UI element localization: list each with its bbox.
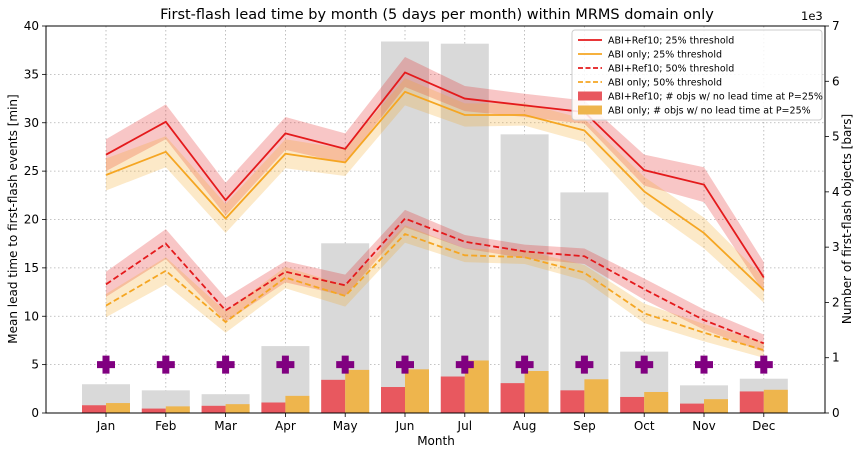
plus-marker (754, 355, 773, 374)
x-tick-label: Apr (275, 419, 296, 433)
plus-marker (575, 355, 594, 374)
y-tick-label: 15 (24, 261, 39, 275)
bar-abi-ref10 (560, 390, 585, 413)
uncertainty-band (106, 78, 764, 303)
bar-abi-only (524, 370, 549, 413)
legend-label: ABI only; 25% threshold (608, 50, 722, 61)
bar-abi-ref10 (261, 402, 286, 413)
y-tick-label: 35 (24, 67, 39, 81)
y2-tick-label: 2 (832, 295, 840, 309)
y-tick-label: 0 (31, 406, 39, 420)
x-tick-label: Mar (214, 419, 237, 433)
x-tick-label: Feb (155, 419, 176, 433)
plus-marker (216, 355, 235, 374)
x-tick-label: Nov (692, 419, 715, 433)
series-line (105, 232, 765, 351)
uncertainty-band (106, 209, 764, 353)
plus-marker (396, 355, 414, 374)
legend-label: ABI only; # objs w/ no lead time at P=25… (608, 106, 811, 117)
legend-box (571, 29, 823, 121)
y-tick-label: 30 (24, 116, 39, 130)
plus-marker (156, 355, 175, 374)
lines-layer (105, 71, 765, 351)
x-tick-label: May (333, 419, 358, 433)
y2-tick-label: 4 (832, 185, 840, 199)
bar-abi-only (405, 369, 429, 413)
bar-abi-ref10 (620, 396, 645, 413)
legend-label: ABI+Ref10; 50% threshold (608, 64, 734, 75)
plus-marker (515, 355, 534, 374)
bar-abi-only (644, 391, 669, 413)
plus-marker (635, 355, 654, 374)
chart-title: First-flash lead time by month (5 days p… (160, 7, 714, 23)
y2-tick-label: 5 (832, 130, 840, 144)
bar-abi-only (285, 395, 310, 413)
y2-tick-label: 0 (832, 406, 840, 420)
y-tick-label: 10 (24, 309, 39, 323)
bar-total (440, 43, 489, 413)
bar-abi-ref10 (381, 387, 405, 413)
legend-swatch (578, 91, 602, 101)
plus-marker (97, 355, 115, 374)
plus-marker (276, 355, 295, 374)
bar-abi-ref10 (82, 405, 106, 413)
bar-abi-only (225, 404, 250, 413)
bar-abi-only (106, 403, 130, 413)
bar-abi-ref10 (739, 391, 764, 413)
plus-marker (455, 355, 474, 374)
y2-multiplier: 1e3 (801, 9, 823, 23)
y-axis-label: Mean lead time to first-flash events [mi… (6, 94, 20, 343)
series-line (105, 217, 765, 345)
y2-tick-label: 7 (832, 19, 840, 33)
x-tick-label: Jun (395, 419, 415, 433)
y-axis-ticks: 0 5 10 15 20 25 30 35 40 (24, 19, 46, 420)
plus-marker (336, 355, 355, 374)
uncertainty-band (106, 225, 764, 358)
y-tick-label: 25 (24, 164, 39, 178)
bar-abi-ref10 (500, 383, 525, 413)
bar-abi-only (584, 379, 609, 413)
x-tick-label: Jan (96, 419, 116, 433)
y-tick-label: 20 (24, 213, 39, 227)
x-tick-label: Jul (457, 419, 472, 433)
y2-tick-label: 3 (832, 240, 840, 254)
plus-marker (695, 355, 713, 374)
legend-label: ABI+Ref10; 25% threshold (608, 36, 734, 47)
bar-abi-only (165, 406, 190, 413)
x-axis-ticks: Jan Feb Mar Apr May Jun Jul Aug Sep Oct Nov Dec (96, 413, 775, 433)
y2-axis-label: Number of first-flash objects [bars] (840, 114, 854, 324)
legend: ABI+Ref10; 25% threshold ABI only; 25% th… (571, 29, 823, 121)
series-line (105, 90, 765, 291)
x-axis-label: Month (417, 434, 455, 448)
y-tick-label: 40 (24, 19, 39, 33)
bar-abi-ref10 (201, 405, 226, 413)
bar-total (560, 192, 609, 413)
y-tick-label: 5 (31, 358, 39, 372)
bar-abi-ref10 (321, 379, 346, 413)
legend-label: ABI+Ref10; # objs w/ no lead time at P=2… (608, 92, 823, 103)
bar-abi-only (345, 369, 370, 413)
bar-abi-ref10 (680, 403, 704, 413)
bar-abi-ref10 (440, 376, 465, 413)
bar-abi-only (763, 389, 788, 413)
bar-abi-only (464, 360, 489, 413)
y2-tick-label: 1 (832, 351, 840, 365)
y2-tick-label: 6 (832, 74, 840, 88)
bar-abi-ref10 (141, 408, 166, 413)
bar-abi-only (704, 399, 728, 413)
x-tick-label: Oct (634, 419, 655, 433)
bar-total (381, 41, 429, 413)
y2-axis-ticks: 0 1 2 3 4 5 6 7 (825, 19, 840, 420)
series-line (105, 71, 765, 279)
markers-layer (97, 355, 773, 374)
x-tick-label: Dec (752, 419, 775, 433)
x-tick-label: Aug (513, 419, 536, 433)
legend-label: ABI only; 50% threshold (608, 78, 722, 89)
x-tick-label: Sep (573, 419, 596, 433)
legend-swatch (578, 105, 602, 115)
